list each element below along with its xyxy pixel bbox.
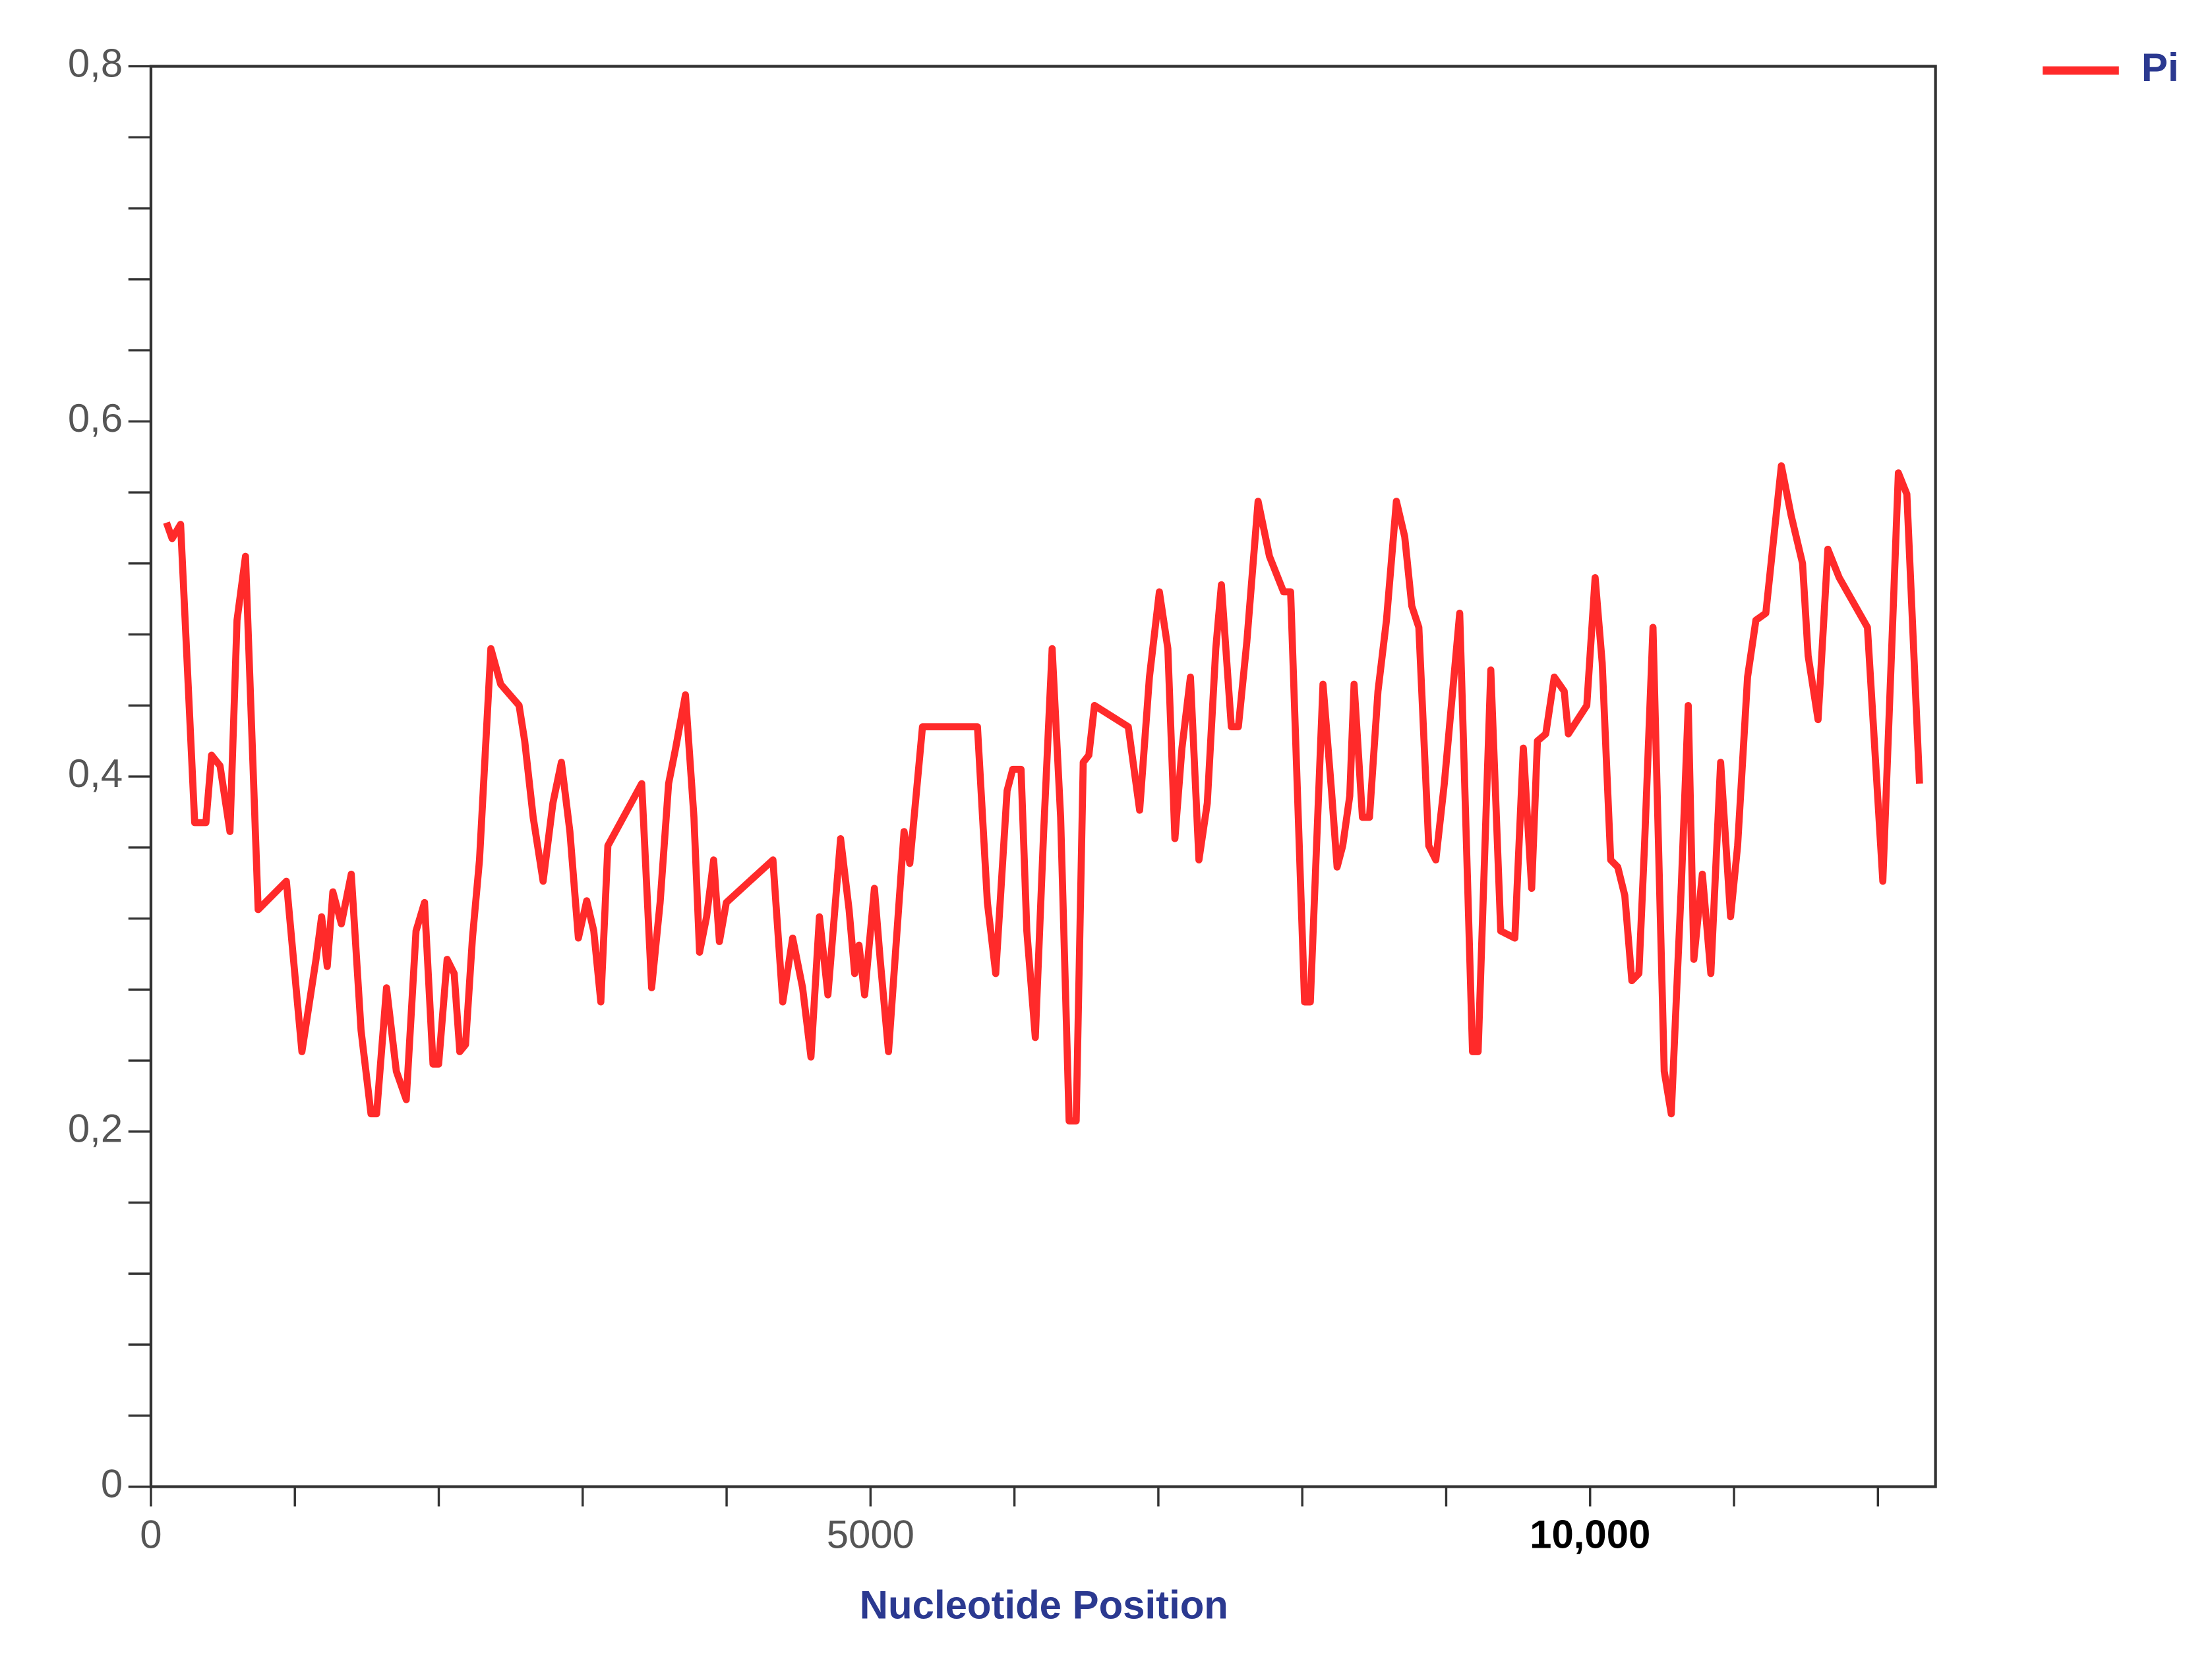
y-tick-label: 0,6 bbox=[68, 396, 123, 440]
y-tick-label: 0 bbox=[101, 1461, 123, 1505]
data-line bbox=[163, 462, 1923, 1124]
y-tick-label: 0,8 bbox=[68, 41, 123, 85]
y-tick-label: 0,4 bbox=[68, 751, 123, 796]
x-tick-label: 10,000 bbox=[1530, 1512, 1650, 1556]
y-tick-label: 0,2 bbox=[68, 1107, 123, 1151]
legend-label: Pi bbox=[2141, 45, 2179, 90]
x-axis-label: Nucleotide Position bbox=[860, 1583, 1228, 1627]
x-tick-label: 0 bbox=[140, 1512, 162, 1556]
x-tick-label: 5000 bbox=[827, 1512, 914, 1556]
